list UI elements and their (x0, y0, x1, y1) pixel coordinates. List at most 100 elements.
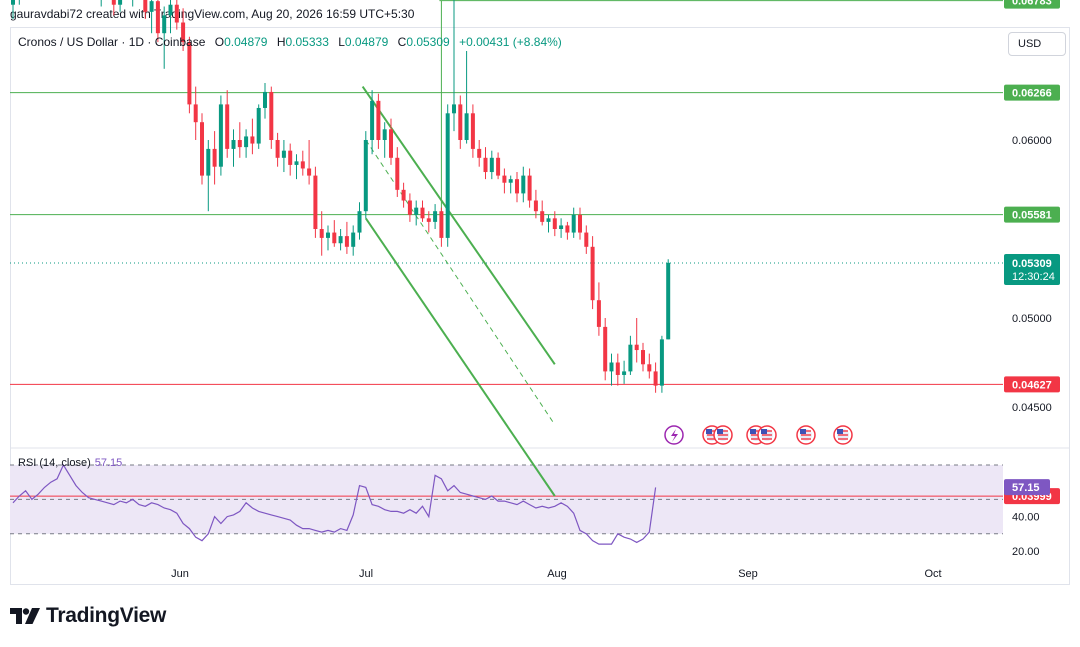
candle-body (395, 157, 400, 190)
candle-body (609, 362, 614, 372)
open-label: O (214, 35, 225, 49)
us-flag-event-icon (833, 425, 853, 445)
candle-body (578, 214, 582, 233)
symbol-legend: Cronos / US Dollar · 1D · Coinbase O0.04… (18, 35, 562, 49)
level-badge (1004, 206, 1060, 223)
candle-body (206, 148, 211, 176)
candle-body (596, 300, 601, 327)
candle-body (225, 104, 230, 149)
tradingview-logo-icon (10, 608, 40, 624)
logo-text: TradingView (46, 604, 167, 627)
candle-body (552, 218, 557, 229)
candle-body (294, 161, 299, 165)
x-tick-label: Sep (738, 568, 758, 580)
low-label: L (338, 35, 345, 49)
candle-body (118, 0, 123, 5)
change-value: +0.00431 (+8.84%) (459, 35, 562, 49)
flag-canton (750, 429, 756, 434)
candle-body (508, 179, 513, 183)
candle-body (344, 236, 349, 247)
symbol-name[interactable]: Cronos / US Dollar · 1D · Coinbase (18, 35, 206, 49)
flag-canton (717, 429, 723, 434)
candle-body (565, 225, 570, 233)
candle-body (622, 371, 627, 375)
us-flag-event-icon (713, 425, 733, 445)
rsi-value-badge (1004, 479, 1050, 496)
candle-body (111, 0, 116, 5)
candle-body (483, 157, 488, 173)
channel-mid-line (365, 139, 556, 426)
candle-body (414, 207, 419, 215)
candle-body (470, 113, 475, 149)
candle-body (269, 91, 274, 140)
rsi-line (12, 463, 657, 545)
rsi-tick-label: 40.00 (1012, 512, 1040, 524)
candle-body (376, 100, 381, 140)
candle-body (187, 42, 192, 105)
candle-body (590, 246, 595, 301)
candle-body (571, 214, 576, 233)
candle-body (200, 122, 204, 176)
candle-body (603, 326, 608, 372)
candle-body (515, 179, 519, 194)
candle-body (193, 104, 198, 123)
candle-body (628, 344, 633, 372)
candle-body (275, 140, 280, 158)
candle-body (256, 107, 261, 144)
candle-body (559, 225, 564, 229)
candle-body (382, 129, 387, 140)
candle-body (319, 229, 324, 238)
rsi-tick-label: 20.00 (1012, 546, 1040, 558)
candle-body (181, 22, 186, 43)
lightning-event-bolt (671, 429, 678, 442)
last-price-label: 0.05309 (1012, 258, 1052, 270)
candle-body (584, 232, 589, 247)
candle-body (452, 104, 456, 114)
rsi-label[interactable]: RSI (14, close) (18, 457, 91, 469)
candle-body (149, 1, 154, 12)
level-badge (1004, 84, 1060, 101)
candle-body (231, 140, 236, 149)
candle-body (155, 1, 160, 34)
level-badge (1004, 0, 1060, 9)
x-tick-label: Jul (359, 568, 373, 580)
candle-body (641, 350, 645, 365)
x-tick-label: Jun (171, 568, 189, 580)
level-mask (10, 0, 440, 2)
tradingview-logo[interactable]: TradingView (10, 604, 166, 628)
candle-body (540, 211, 545, 222)
candle-body (521, 175, 526, 194)
rsi-value: 57.15 (94, 457, 123, 469)
candle-body (357, 211, 362, 233)
channel-upper-line (361, 86, 556, 365)
close-value: 0.05309 (406, 35, 450, 49)
candle-body (168, 4, 173, 16)
candle-body (666, 262, 671, 340)
candle-body (11, 0, 15, 5)
open-value: 0.04879 (224, 35, 268, 49)
us-flag-event-icon (757, 425, 777, 445)
candle-body (653, 371, 658, 386)
candle-body (307, 168, 312, 176)
candle-body (212, 148, 217, 167)
candle-body (143, 0, 148, 12)
candle-body (634, 344, 639, 351)
candle-body (389, 129, 393, 158)
candle-body (433, 211, 438, 222)
flag-canton (761, 429, 767, 434)
candle-body (407, 200, 412, 215)
us-flag-event-icon (796, 425, 816, 445)
candle-body (363, 140, 368, 212)
candle-body (458, 104, 463, 140)
candle-body (502, 175, 507, 183)
attribution-header: gauravdabi72 created with TradingView.co… (10, 7, 415, 21)
candle-body (420, 207, 425, 219)
candle-body (250, 136, 255, 144)
candle-body (477, 148, 482, 158)
level-badge-label: 0.06266 (1012, 88, 1052, 100)
candle-body (218, 104, 223, 167)
currency-button[interactable]: USD (1008, 32, 1066, 56)
rsi-value-badge-label: 57.15 (1012, 482, 1040, 494)
candle-body (445, 113, 450, 238)
